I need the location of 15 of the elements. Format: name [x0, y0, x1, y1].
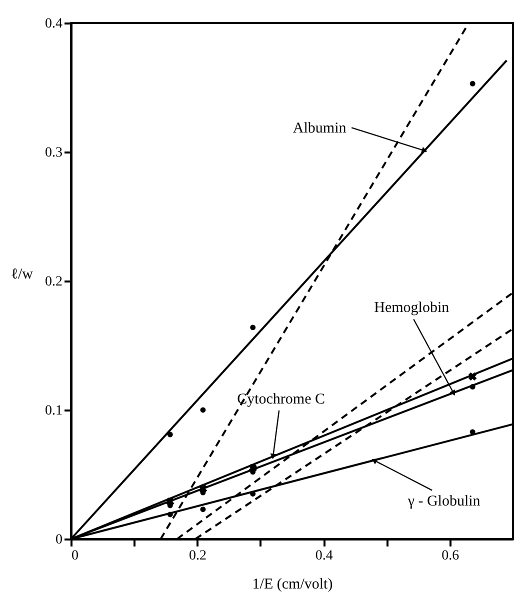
y-tick-label: 0 [56, 532, 62, 548]
x-tick-label: 0.2 [189, 548, 207, 564]
y-tick-label: 0.3 [45, 146, 62, 160]
y-tick-label: 0.1 [45, 404, 62, 418]
y-axis-title: ℓ/w [10, 266, 34, 282]
annotation: Hemoglobin [374, 300, 450, 316]
x-tick-label: 0.4 [315, 548, 333, 564]
annotation: Albumin [292, 120, 347, 137]
annotation: γ - Globulin [406, 493, 481, 510]
x-axis-title: 1/E (cm/volt) [252, 576, 333, 592]
annotation: Cytochrome C [237, 391, 326, 408]
x-tick-label: 0 [72, 548, 78, 564]
y-tick-label: 0.4 [45, 16, 62, 32]
y-tick-label: 0.2 [45, 274, 62, 290]
x-tick-label: 0.6 [442, 548, 460, 564]
